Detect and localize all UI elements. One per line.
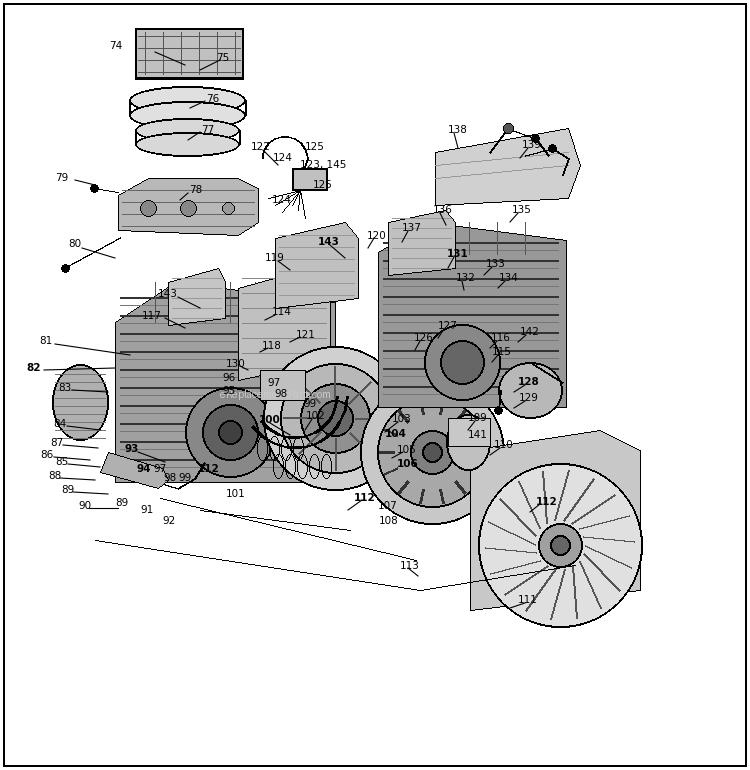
Text: 127: 127 <box>438 321 458 331</box>
Text: 81: 81 <box>39 336 53 346</box>
Text: 119: 119 <box>265 253 285 263</box>
Text: 112: 112 <box>354 493 376 503</box>
Text: 128: 128 <box>518 377 540 387</box>
Text: 120: 120 <box>368 231 387 241</box>
Text: 83: 83 <box>58 383 72 393</box>
Text: 104: 104 <box>385 429 407 439</box>
Text: 76: 76 <box>206 94 220 104</box>
Text: 91: 91 <box>140 505 154 515</box>
Text: 116: 116 <box>491 333 511 343</box>
Text: 98: 98 <box>274 389 288 399</box>
Text: 96: 96 <box>222 373 236 383</box>
Text: 135: 135 <box>512 205 532 215</box>
Text: 86: 86 <box>40 450 54 460</box>
Text: 80: 80 <box>68 239 82 249</box>
Text: 89: 89 <box>116 498 129 508</box>
Text: 89: 89 <box>62 485 74 495</box>
Text: 125: 125 <box>313 180 333 190</box>
Text: 82: 82 <box>27 363 41 373</box>
Text: 79: 79 <box>56 173 69 183</box>
Text: 122: 122 <box>251 142 271 152</box>
Text: 85: 85 <box>56 457 69 467</box>
Text: 123, 145: 123, 145 <box>300 160 346 170</box>
Text: 134: 134 <box>499 273 519 283</box>
Text: 90: 90 <box>79 501 92 511</box>
Text: 117: 117 <box>142 311 162 321</box>
Text: 101: 101 <box>226 489 246 499</box>
Text: 139: 139 <box>522 140 542 150</box>
Text: 124: 124 <box>273 153 293 163</box>
Text: 113: 113 <box>400 561 420 571</box>
Text: 131: 131 <box>447 249 469 259</box>
Text: 97: 97 <box>267 378 280 388</box>
Text: 87: 87 <box>50 438 64 448</box>
Text: 129: 129 <box>519 393 539 403</box>
Text: 100: 100 <box>260 415 280 425</box>
Text: 102: 102 <box>306 411 326 421</box>
Text: 77: 77 <box>201 125 214 135</box>
Text: 106: 106 <box>398 459 418 469</box>
Text: 126: 126 <box>414 333 434 343</box>
Text: 133: 133 <box>486 259 506 269</box>
Text: 141: 141 <box>468 430 488 440</box>
Text: 118: 118 <box>262 341 282 351</box>
Text: 130: 130 <box>226 359 246 369</box>
Text: 110: 110 <box>494 440 514 450</box>
Text: 84: 84 <box>53 419 67 429</box>
Text: 92: 92 <box>162 516 176 526</box>
Text: 112: 112 <box>198 464 220 474</box>
Text: 107: 107 <box>378 501 398 511</box>
Text: 93: 93 <box>124 444 140 454</box>
Text: 105: 105 <box>398 445 417 455</box>
Text: 74: 74 <box>110 41 123 51</box>
Text: 94: 94 <box>136 464 152 474</box>
Text: 109: 109 <box>468 413 488 423</box>
Text: 99: 99 <box>178 473 192 483</box>
Text: 138: 138 <box>448 125 468 135</box>
Text: 95: 95 <box>222 386 236 396</box>
Text: 99: 99 <box>303 399 316 409</box>
Text: 78: 78 <box>189 185 202 195</box>
Text: 142: 142 <box>520 327 540 337</box>
Text: 125: 125 <box>305 142 325 152</box>
Text: 114: 114 <box>272 307 292 317</box>
Text: 143: 143 <box>318 237 340 247</box>
Text: 103: 103 <box>392 414 412 424</box>
Text: 111: 111 <box>518 595 538 605</box>
Text: 115: 115 <box>492 347 512 357</box>
Text: 75: 75 <box>216 53 229 63</box>
Text: 108: 108 <box>379 516 399 526</box>
Text: 136: 136 <box>433 205 453 215</box>
Text: 112: 112 <box>536 497 558 507</box>
Text: 97: 97 <box>153 464 166 474</box>
Text: 137: 137 <box>402 223 422 233</box>
Text: 98: 98 <box>164 473 177 483</box>
Text: 132: 132 <box>456 273 476 283</box>
Text: 143: 143 <box>158 289 178 299</box>
Text: 124: 124 <box>272 195 292 205</box>
Text: 121: 121 <box>296 330 316 340</box>
Text: 88: 88 <box>48 471 62 481</box>
